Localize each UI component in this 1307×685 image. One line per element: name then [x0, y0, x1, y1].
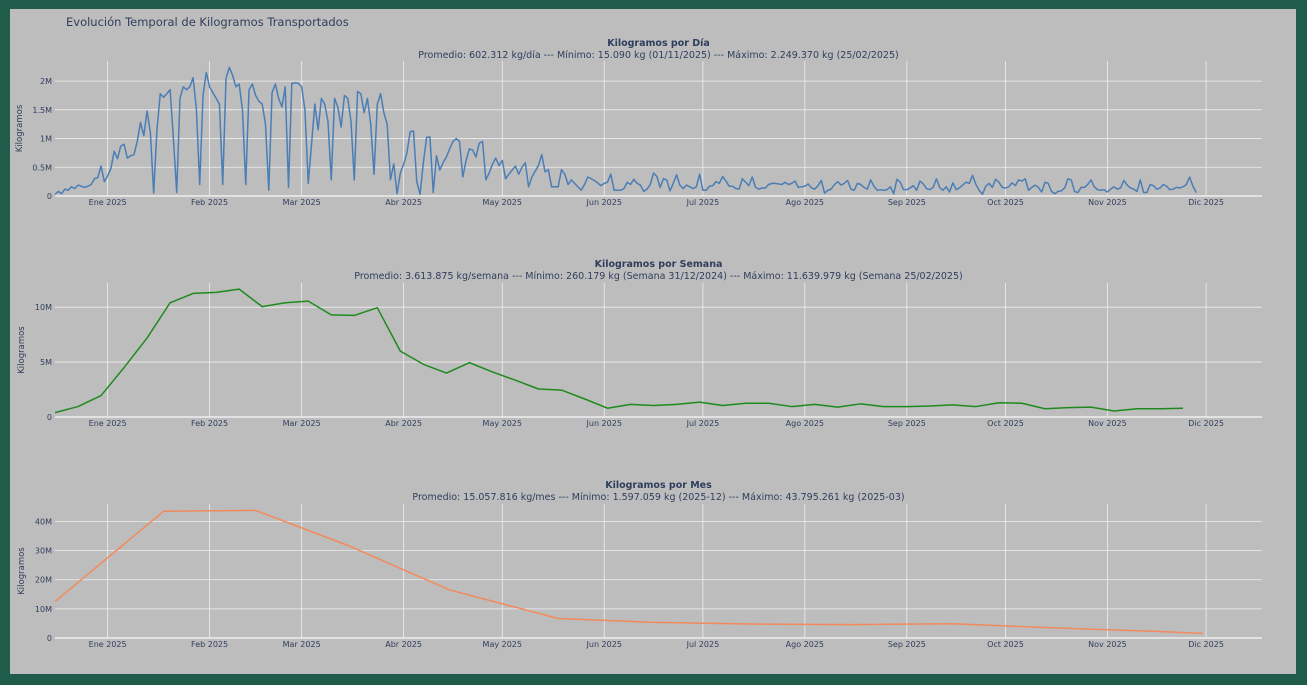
x-tick-label: Mar 2025 [283, 640, 321, 649]
x-tick-label: Jun 2025 [586, 198, 622, 207]
x-tick-label: Abr 2025 [385, 640, 422, 649]
y-tick-label: 30M [35, 547, 52, 556]
y-tick-label: 0 [47, 413, 52, 422]
y-tick-label: 0.5M [32, 163, 52, 172]
x-tick-label: Abr 2025 [385, 198, 422, 207]
chart-title: Kilogramos por Mes [605, 480, 712, 491]
x-tick-label: Jul 2025 [686, 640, 720, 649]
y-axis-label: Kilogramos [17, 326, 27, 374]
x-tick-label: Ene 2025 [89, 419, 127, 428]
main-title: Evolución Temporal de Kilogramos Transpo… [66, 15, 349, 29]
chart-subtitle: Promedio: 602.312 kg/día --- Mínimo: 15.… [418, 50, 898, 61]
series-line [54, 66, 1197, 196]
y-tick-label: 20M [35, 576, 52, 585]
x-tick-label: Nov 2025 [1088, 198, 1127, 207]
x-tick-label: Dic 2025 [1188, 419, 1224, 428]
y-tick-label: 10M [35, 605, 52, 614]
series-line [54, 509, 1203, 635]
y-tick-label: 1.5M [32, 106, 52, 115]
x-tick-label: May 2025 [483, 640, 522, 649]
y-tick-label: 0 [47, 192, 52, 201]
x-tick-label: Feb 2025 [191, 419, 228, 428]
x-tick-label: Feb 2025 [191, 198, 228, 207]
x-tick-label: Mar 2025 [283, 198, 321, 207]
x-tick-label: Nov 2025 [1088, 419, 1127, 428]
x-tick-label: Jul 2025 [686, 419, 720, 428]
y-tick-label: 40M [35, 517, 52, 526]
x-tick-label: May 2025 [483, 419, 522, 428]
y-tick-label: 10M [35, 303, 52, 312]
x-tick-label: Dic 2025 [1188, 198, 1224, 207]
y-tick-label: 0 [47, 634, 52, 643]
chart-title: Kilogramos por Día [607, 38, 710, 49]
x-tick-label: Dic 2025 [1188, 640, 1224, 649]
x-tick-label: Sep 2025 [888, 198, 926, 207]
x-tick-label: Ago 2025 [786, 419, 824, 428]
y-axis-label: Kilogramos [15, 104, 25, 152]
y-tick-label: 2M [40, 77, 52, 86]
x-tick-label: Jun 2025 [586, 640, 622, 649]
series-line [54, 288, 1184, 414]
x-tick-label: Jun 2025 [586, 419, 622, 428]
x-tick-label: Oct 2025 [987, 198, 1024, 207]
x-tick-label: Sep 2025 [888, 419, 926, 428]
chart-subtitle: Promedio: 3.613.875 kg/semana --- Mínimo… [354, 271, 962, 282]
chart-title: Kilogramos por Semana [595, 259, 723, 270]
x-tick-label: May 2025 [483, 198, 522, 207]
x-tick-label: Jul 2025 [686, 198, 720, 207]
x-tick-label: Mar 2025 [283, 419, 321, 428]
x-tick-label: Ago 2025 [786, 198, 824, 207]
y-axis-label: Kilogramos [17, 547, 27, 595]
x-tick-label: Oct 2025 [987, 640, 1024, 649]
x-tick-label: Oct 2025 [987, 419, 1024, 428]
x-tick-label: Sep 2025 [888, 640, 926, 649]
x-tick-label: Ene 2025 [89, 640, 127, 649]
x-tick-label: Nov 2025 [1088, 640, 1127, 649]
x-tick-label: Feb 2025 [191, 640, 228, 649]
y-tick-label: 5M [40, 358, 52, 367]
x-tick-label: Abr 2025 [385, 419, 422, 428]
x-tick-label: Ago 2025 [786, 640, 824, 649]
x-tick-label: Ene 2025 [89, 198, 127, 207]
y-tick-label: 1M [40, 135, 52, 144]
chart-subtitle: Promedio: 15.057.816 kg/mes --- Mínimo: … [412, 492, 904, 503]
